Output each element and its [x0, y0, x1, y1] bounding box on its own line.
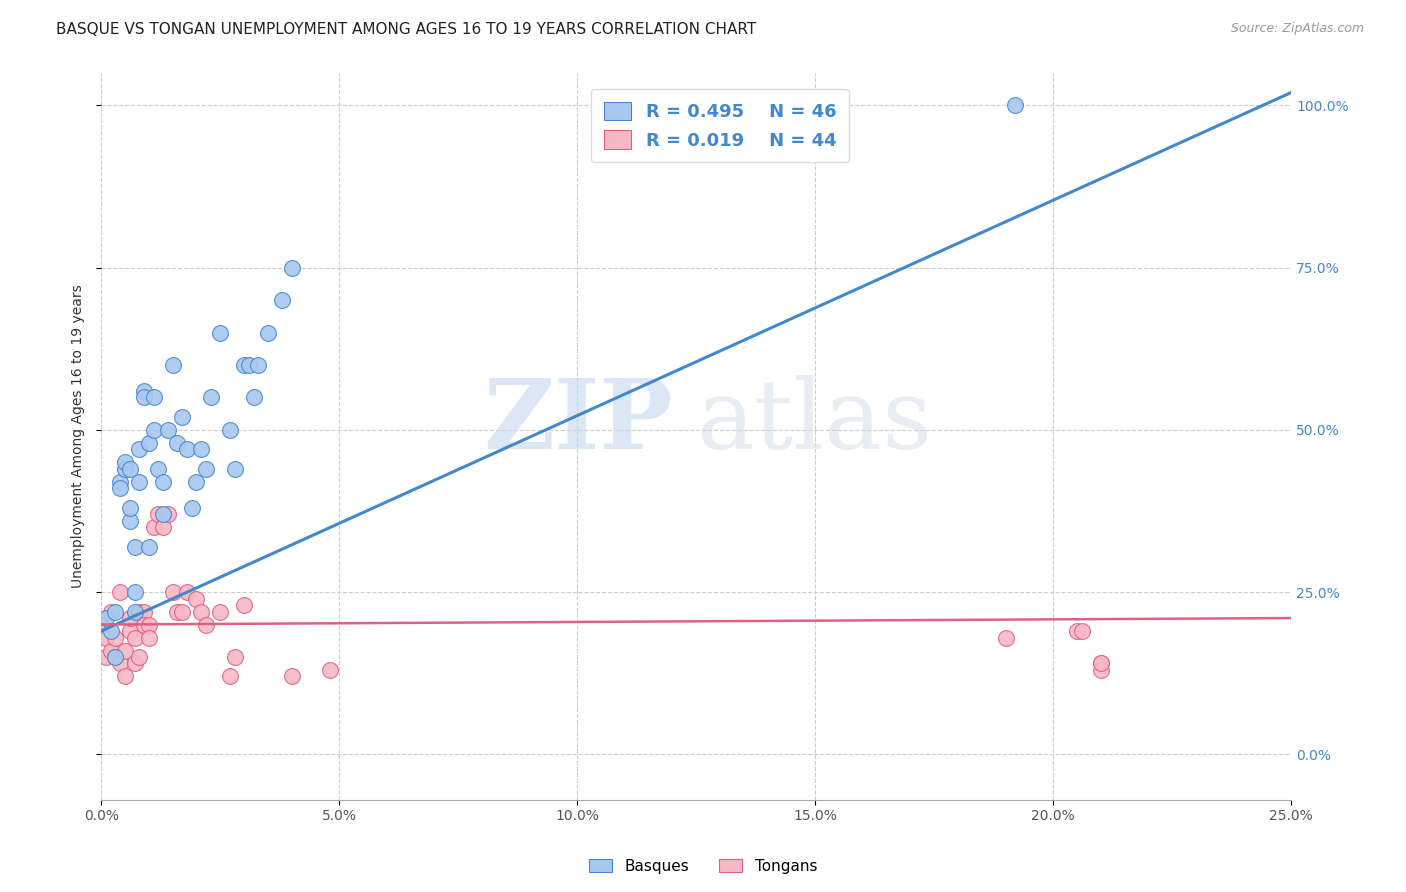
- Point: [233, 598, 256, 612]
- Point: [238, 358, 260, 372]
- Point: [166, 435, 188, 450]
- Point: [142, 520, 165, 534]
- Point: [100, 605, 122, 619]
- Point: [1070, 624, 1092, 638]
- Point: [200, 391, 222, 405]
- Text: Source: ZipAtlas.com: Source: ZipAtlas.com: [1230, 22, 1364, 36]
- Point: [104, 631, 127, 645]
- Point: [94, 650, 117, 665]
- Point: [100, 643, 122, 657]
- Point: [110, 585, 132, 599]
- Point: [118, 500, 141, 515]
- Point: [166, 605, 188, 619]
- Point: [209, 605, 232, 619]
- Point: [104, 605, 127, 619]
- Point: [132, 605, 155, 619]
- Point: [190, 605, 212, 619]
- Point: [124, 540, 146, 554]
- Point: [156, 507, 179, 521]
- Point: [128, 442, 150, 457]
- Point: [1004, 98, 1026, 112]
- Point: [224, 462, 246, 476]
- Point: [162, 358, 184, 372]
- Point: [114, 455, 136, 469]
- Point: [100, 624, 122, 638]
- Point: [152, 520, 174, 534]
- Point: [142, 391, 165, 405]
- Point: [233, 358, 256, 372]
- Point: [1090, 663, 1112, 677]
- Point: [172, 605, 194, 619]
- Point: [209, 326, 232, 340]
- Y-axis label: Unemployment Among Ages 16 to 19 years: Unemployment Among Ages 16 to 19 years: [72, 285, 86, 588]
- Point: [94, 631, 117, 645]
- Point: [110, 481, 132, 495]
- Point: [104, 650, 127, 665]
- Point: [142, 423, 165, 437]
- Point: [104, 650, 127, 665]
- Text: atlas: atlas: [696, 375, 932, 469]
- Point: [110, 657, 132, 671]
- Legend: Basques, Tongans: Basques, Tongans: [583, 853, 823, 880]
- Point: [194, 617, 217, 632]
- Point: [152, 475, 174, 489]
- Point: [218, 669, 240, 683]
- Legend: R = 0.495    N = 46, R = 0.019    N = 44: R = 0.495 N = 46, R = 0.019 N = 44: [592, 89, 849, 162]
- Point: [114, 643, 136, 657]
- Point: [128, 475, 150, 489]
- Point: [162, 585, 184, 599]
- Point: [138, 435, 160, 450]
- Point: [1090, 657, 1112, 671]
- Point: [132, 391, 155, 405]
- Point: [114, 462, 136, 476]
- Point: [194, 462, 217, 476]
- Point: [224, 650, 246, 665]
- Point: [118, 514, 141, 528]
- Point: [118, 624, 141, 638]
- Point: [148, 462, 170, 476]
- Point: [118, 462, 141, 476]
- Point: [247, 358, 270, 372]
- Point: [271, 293, 294, 307]
- Point: [218, 423, 240, 437]
- Point: [280, 260, 302, 275]
- Point: [1066, 624, 1088, 638]
- Point: [176, 585, 198, 599]
- Point: [994, 631, 1017, 645]
- Point: [138, 540, 160, 554]
- Point: [256, 326, 278, 340]
- Point: [124, 585, 146, 599]
- Point: [176, 442, 198, 457]
- Point: [138, 631, 160, 645]
- Point: [280, 669, 302, 683]
- Point: [110, 475, 132, 489]
- Text: ZIP: ZIP: [484, 375, 672, 469]
- Point: [124, 657, 146, 671]
- Point: [156, 423, 179, 437]
- Point: [118, 611, 141, 625]
- Point: [114, 669, 136, 683]
- Text: BASQUE VS TONGAN UNEMPLOYMENT AMONG AGES 16 TO 19 YEARS CORRELATION CHART: BASQUE VS TONGAN UNEMPLOYMENT AMONG AGES…: [56, 22, 756, 37]
- Point: [128, 650, 150, 665]
- Point: [242, 391, 264, 405]
- Point: [148, 507, 170, 521]
- Point: [319, 663, 342, 677]
- Point: [132, 384, 155, 398]
- Point: [186, 591, 208, 606]
- Point: [190, 442, 212, 457]
- Point: [172, 409, 194, 424]
- Point: [124, 605, 146, 619]
- Point: [90, 617, 112, 632]
- Point: [132, 617, 155, 632]
- Point: [180, 500, 202, 515]
- Point: [138, 617, 160, 632]
- Point: [1090, 657, 1112, 671]
- Point: [124, 631, 146, 645]
- Point: [152, 507, 174, 521]
- Point: [186, 475, 208, 489]
- Point: [128, 605, 150, 619]
- Point: [94, 611, 117, 625]
